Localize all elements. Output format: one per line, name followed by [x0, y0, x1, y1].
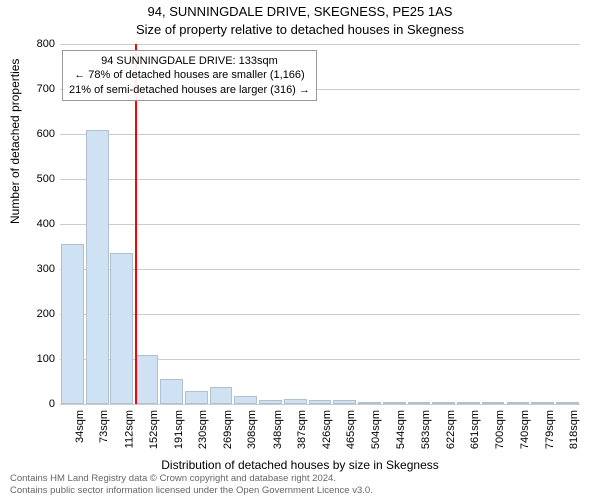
y-axis-label: Number of detached properties: [8, 59, 22, 224]
x-tick: 465sqm: [346, 410, 358, 449]
x-tick: 348sqm: [272, 410, 284, 449]
x-tick: 152sqm: [148, 410, 160, 449]
histogram-bar: [185, 391, 208, 405]
histogram-bar: [482, 402, 505, 404]
x-tick: 583sqm: [420, 410, 432, 449]
info-line3: 21% of semi-detached houses are larger (…: [69, 83, 310, 97]
y-tick: 200: [25, 308, 55, 320]
histogram-bar: [457, 402, 480, 404]
x-axis-label: Distribution of detached houses by size …: [0, 458, 600, 472]
x-tick: 308sqm: [247, 410, 259, 449]
histogram-bar: [333, 400, 356, 404]
x-tick: 622sqm: [445, 410, 457, 449]
histogram-bar: [309, 400, 332, 405]
y-tick: 0: [25, 398, 55, 410]
gridline: [60, 224, 580, 225]
y-tick: 400: [25, 218, 55, 230]
y-tick: 600: [25, 128, 55, 140]
gridline: [60, 134, 580, 135]
histogram-bar: [531, 402, 554, 404]
chart-subtitle: Size of property relative to detached ho…: [0, 22, 600, 37]
y-tick: 500: [25, 173, 55, 185]
x-tick: 112sqm: [123, 410, 135, 448]
footer-line1: Contains HM Land Registry data © Crown c…: [10, 473, 336, 484]
gridline: [60, 269, 580, 270]
x-tick: 544sqm: [395, 410, 407, 449]
footer-line2: Contains public sector information licen…: [10, 485, 373, 496]
histogram-bar: [234, 396, 257, 404]
histogram-bar: [86, 130, 109, 405]
info-line1: 94 SUNNINGDALE DRIVE: 133sqm: [69, 54, 310, 68]
histogram-bar: [110, 253, 133, 404]
histogram-bar: [507, 402, 530, 404]
gridline: [60, 44, 580, 45]
x-tick: 504sqm: [370, 410, 382, 449]
gridline: [60, 404, 580, 405]
info-line2: ← 78% of detached houses are smaller (1,…: [69, 68, 310, 82]
y-tick: 100: [25, 353, 55, 365]
gridline: [60, 179, 580, 180]
y-tick: 800: [25, 38, 55, 50]
x-tick: 230sqm: [197, 410, 209, 449]
x-tick: 818sqm: [568, 410, 580, 449]
info-box: 94 SUNNINGDALE DRIVE: 133sqm ← 78% of de…: [62, 50, 317, 101]
histogram-bar: [358, 402, 381, 404]
y-tick: 700: [25, 83, 55, 95]
x-tick: 740sqm: [519, 410, 531, 449]
histogram-bar: [136, 355, 159, 405]
x-tick: 700sqm: [494, 410, 506, 449]
histogram-bar: [210, 387, 233, 404]
y-tick: 300: [25, 263, 55, 275]
x-tick: 661sqm: [469, 410, 481, 449]
histogram-bar: [259, 400, 282, 405]
chart-container: 94, SUNNINGDALE DRIVE, SKEGNESS, PE25 1A…: [0, 0, 600, 500]
x-tick: 426sqm: [321, 410, 333, 449]
x-tick: 191sqm: [173, 410, 185, 449]
histogram-bar: [432, 402, 455, 404]
gridline: [60, 314, 580, 315]
histogram-bar: [61, 244, 84, 404]
x-tick: 779sqm: [544, 410, 556, 449]
footer: Contains HM Land Registry data © Crown c…: [10, 473, 590, 496]
histogram-bar: [556, 402, 579, 404]
x-tick: 269sqm: [222, 410, 234, 449]
histogram-bar: [160, 379, 183, 404]
histogram-bar: [284, 399, 307, 404]
page-title: 94, SUNNINGDALE DRIVE, SKEGNESS, PE25 1A…: [0, 4, 600, 19]
x-tick: 387sqm: [296, 410, 308, 449]
x-tick: 73sqm: [98, 410, 110, 443]
x-tick: 34sqm: [74, 410, 86, 443]
histogram-bar: [408, 402, 431, 404]
histogram-bar: [383, 402, 406, 404]
